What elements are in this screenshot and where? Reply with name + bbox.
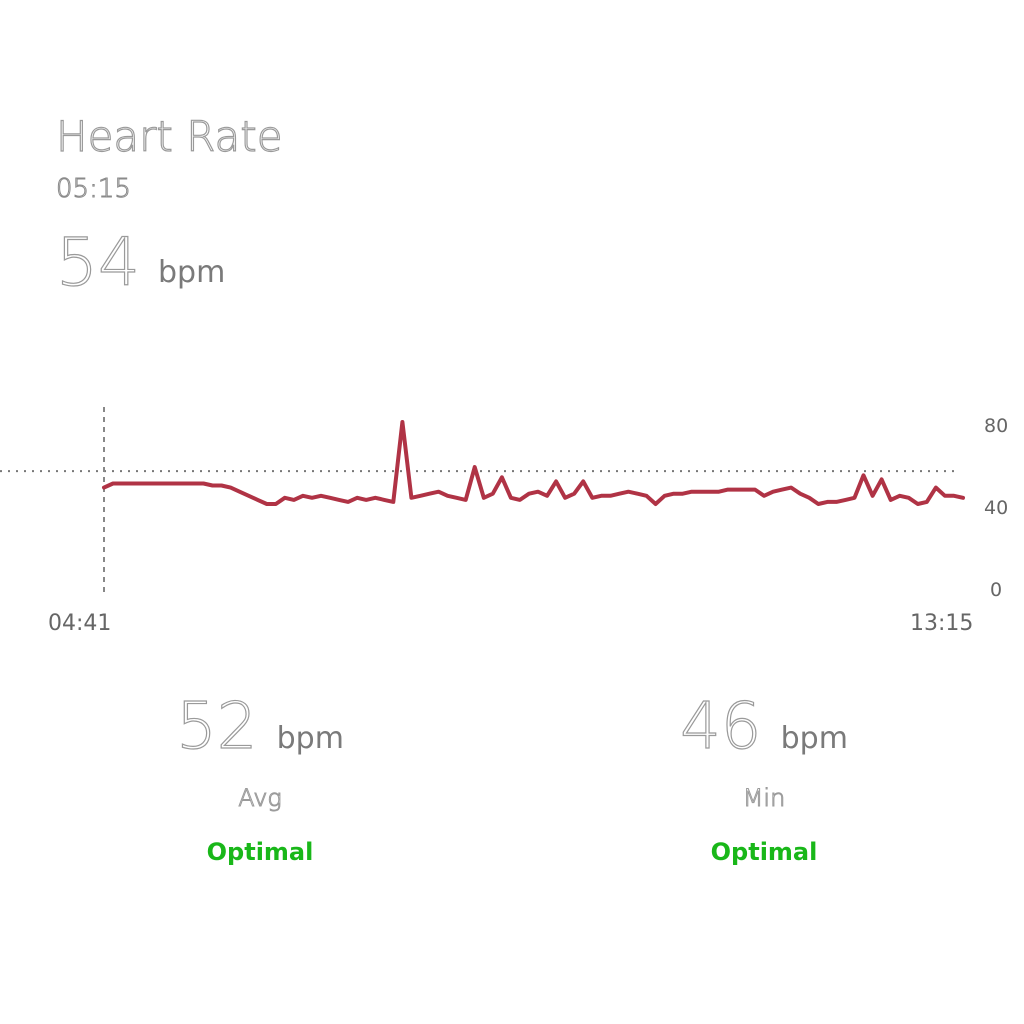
page-title: Heart Rate	[55, 111, 283, 161]
heart-rate-chart[interactable]: 80 40 0 04:41 13:15	[0, 395, 1024, 645]
stat-minimum: 46 bpm Min Optimal	[614, 689, 914, 866]
current-unit: bpm	[158, 255, 226, 290]
average-value: 52	[175, 689, 258, 764]
average-unit: bpm	[276, 721, 344, 756]
y-tick-0: 0	[990, 579, 1002, 601]
minimum-status: Optimal	[710, 838, 818, 866]
minimum-label: Min	[742, 784, 786, 813]
minimum-unit: bpm	[780, 721, 848, 756]
timestamp: 05:15	[56, 174, 132, 205]
minimum-value: 46	[679, 689, 762, 764]
y-tick-40: 40	[984, 497, 1008, 519]
x-label-start: 04:41	[48, 611, 111, 636]
heart-rate-series-line	[102, 420, 965, 506]
average-label: Avg	[238, 784, 283, 813]
current-heart-rate: 54	[55, 223, 140, 301]
average-status: Optimal	[206, 838, 314, 866]
y-tick-80: 80	[984, 415, 1008, 437]
x-label-end: 13:15	[910, 611, 973, 636]
stat-average: 52 bpm Avg Optimal	[110, 689, 410, 866]
